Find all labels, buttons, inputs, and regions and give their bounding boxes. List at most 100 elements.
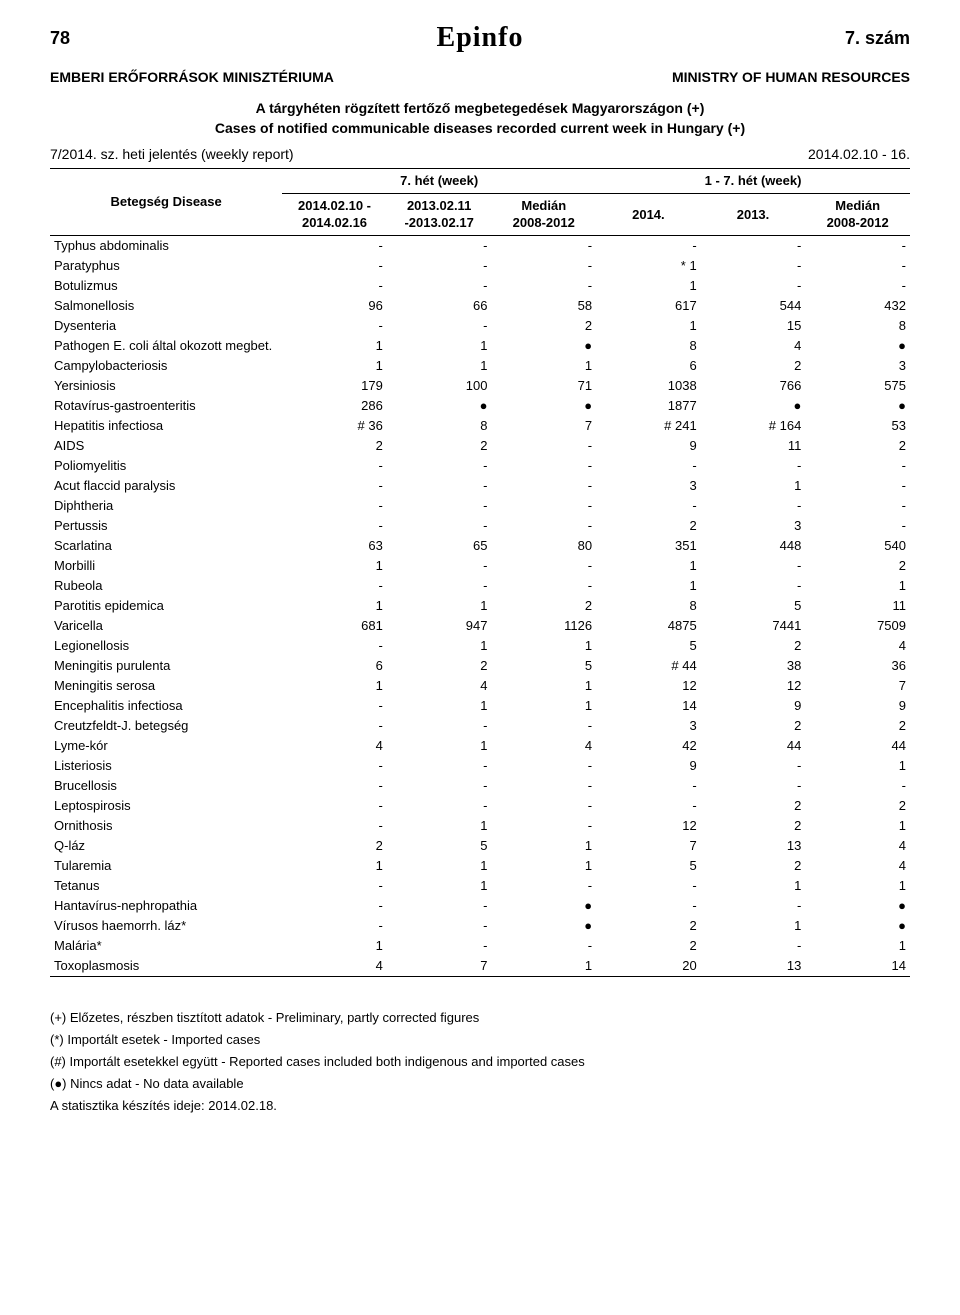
table-cell: - bbox=[701, 936, 806, 956]
table-cell: 9 bbox=[596, 756, 701, 776]
table-cell: - bbox=[596, 235, 701, 256]
table-head: Betegség Disease 7. hét (week) 1 - 7. hé… bbox=[50, 169, 910, 236]
table-cell: 7 bbox=[491, 416, 596, 436]
table-row: Paratyphus---* 1-- bbox=[50, 256, 910, 276]
table-cell: 1 bbox=[596, 276, 701, 296]
table-cell: 9 bbox=[805, 696, 910, 716]
disease-name: Leptospirosis bbox=[50, 796, 282, 816]
table-cell: - bbox=[701, 456, 806, 476]
table-cell: - bbox=[491, 876, 596, 896]
table-cell: 5 bbox=[491, 656, 596, 676]
table-cell: 9 bbox=[596, 436, 701, 456]
footnote-nodata: (●) Nincs adat - No data available bbox=[50, 1073, 910, 1095]
disease-name: Campylobacteriosis bbox=[50, 356, 282, 376]
table-row: Encephalitis infectiosa-111499 bbox=[50, 696, 910, 716]
table-row: Campylobacteriosis111623 bbox=[50, 356, 910, 376]
table-cell: - bbox=[805, 456, 910, 476]
table-cell: - bbox=[701, 235, 806, 256]
table-row: Salmonellosis966658617544432 bbox=[50, 296, 910, 316]
table-cell: - bbox=[491, 716, 596, 736]
col-head-4-l1: 2014. bbox=[632, 207, 665, 222]
table-cell: - bbox=[387, 256, 492, 276]
table-cell: 80 bbox=[491, 536, 596, 556]
table-cell: - bbox=[282, 776, 387, 796]
table-cell: 8 bbox=[596, 336, 701, 356]
table-cell: 8 bbox=[387, 416, 492, 436]
table-cell: - bbox=[282, 496, 387, 516]
table-cell: 3 bbox=[701, 516, 806, 536]
table-row: Hantavírus-nephropathia--●--● bbox=[50, 896, 910, 916]
table-cell: 4 bbox=[282, 736, 387, 756]
disease-name: Tetanus bbox=[50, 876, 282, 896]
table-cell: 1 bbox=[387, 636, 492, 656]
table-cell: 58 bbox=[491, 296, 596, 316]
table-row: Leptospirosis----22 bbox=[50, 796, 910, 816]
table-row: Toxoplasmosis471201314 bbox=[50, 956, 910, 977]
table-cell: 179 bbox=[282, 376, 387, 396]
table-cell: ● bbox=[491, 916, 596, 936]
table-cell: ● bbox=[805, 916, 910, 936]
table-cell: 2 bbox=[282, 436, 387, 456]
table-cell: 7 bbox=[805, 676, 910, 696]
disease-name: Rubeola bbox=[50, 576, 282, 596]
table-cell: 12 bbox=[596, 676, 701, 696]
disease-name: Diphtheria bbox=[50, 496, 282, 516]
table-cell: 1 bbox=[282, 596, 387, 616]
table-row: Diphtheria------ bbox=[50, 496, 910, 516]
disease-name: Vírusos haemorrh. láz* bbox=[50, 916, 282, 936]
table-cell: 71 bbox=[491, 376, 596, 396]
table-cell: 1 bbox=[387, 876, 492, 896]
table-cell: 42 bbox=[596, 736, 701, 756]
table-cell: 8 bbox=[805, 316, 910, 336]
table-cell: 1877 bbox=[596, 396, 701, 416]
table-cell: - bbox=[282, 276, 387, 296]
table-row: Dysenteria--21158 bbox=[50, 316, 910, 336]
table-row: Meningitis serosa14112127 bbox=[50, 676, 910, 696]
table-cell: 1 bbox=[282, 556, 387, 576]
table-cell: - bbox=[805, 235, 910, 256]
table-cell: 2 bbox=[701, 816, 806, 836]
institution-left: EMBERI ERŐFORRÁSOK MINISZTÉRIUMA bbox=[50, 69, 334, 85]
table-cell: 2 bbox=[701, 716, 806, 736]
table-cell: - bbox=[701, 276, 806, 296]
table-cell: 1 bbox=[387, 856, 492, 876]
disease-name: Parotitis epidemica bbox=[50, 596, 282, 616]
table-cell: 65 bbox=[387, 536, 492, 556]
table-cell: ● bbox=[701, 396, 806, 416]
table-cell: 286 bbox=[282, 396, 387, 416]
table-cell: 7 bbox=[387, 956, 492, 977]
disease-name: Poliomyelitis bbox=[50, 456, 282, 476]
table-row: Malária*1--2-1 bbox=[50, 936, 910, 956]
footnote-imported: (*) Importált esetek - Imported cases bbox=[50, 1029, 910, 1051]
week-group-left: 7. hét (week) bbox=[282, 169, 596, 194]
col-head-1-l1: 2014.02.10 - bbox=[298, 198, 371, 213]
report-right: 2014.02.10 - 16. bbox=[808, 146, 910, 162]
table-row: Scarlatina636580351448540 bbox=[50, 536, 910, 556]
disease-name: Meningitis purulenta bbox=[50, 656, 282, 676]
table-cell: # 241 bbox=[596, 416, 701, 436]
table-cell: 13 bbox=[701, 836, 806, 856]
table-cell: - bbox=[491, 436, 596, 456]
table-cell: - bbox=[491, 816, 596, 836]
table-cell: - bbox=[387, 716, 492, 736]
table-cell: ● bbox=[491, 396, 596, 416]
table-row: Legionellosis-11524 bbox=[50, 636, 910, 656]
table-cell: - bbox=[387, 276, 492, 296]
table-row: Ornithosis-1-1221 bbox=[50, 816, 910, 836]
table-cell: 1 bbox=[387, 816, 492, 836]
table-row: Listeriosis---9-1 bbox=[50, 756, 910, 776]
table-cell: 1 bbox=[387, 356, 492, 376]
table-row: AIDS22-9112 bbox=[50, 436, 910, 456]
table-cell: 5 bbox=[596, 856, 701, 876]
table-cell: 1 bbox=[491, 696, 596, 716]
table-cell: 1 bbox=[491, 636, 596, 656]
col-head-6: Medián 2008-2012 bbox=[805, 194, 910, 236]
table-cell: 448 bbox=[701, 536, 806, 556]
table-cell: 1 bbox=[387, 336, 492, 356]
table-cell: ● bbox=[805, 336, 910, 356]
table-cell: - bbox=[282, 476, 387, 496]
table-row: Poliomyelitis------ bbox=[50, 456, 910, 476]
table-cell: - bbox=[282, 796, 387, 816]
col-head-4: 2014. bbox=[596, 194, 701, 236]
table-cell: 2 bbox=[491, 316, 596, 336]
